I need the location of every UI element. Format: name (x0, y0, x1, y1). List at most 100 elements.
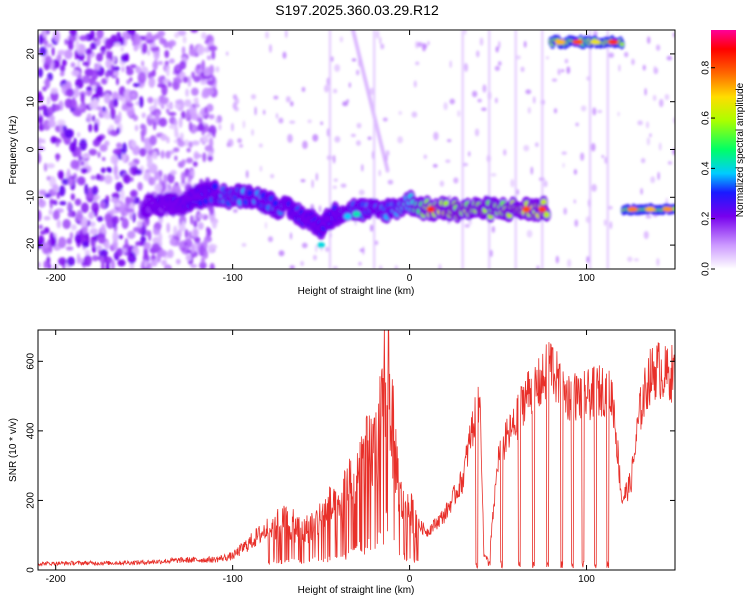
noise-blob (536, 265, 540, 269)
noise-blob (170, 170, 177, 176)
noise-blob (643, 230, 649, 240)
noise-blob (111, 208, 117, 214)
noise-blob (190, 263, 198, 269)
noise-blob (93, 234, 98, 243)
noise-blob (311, 179, 314, 189)
noise-blob (355, 140, 361, 146)
noise-blob (113, 164, 119, 177)
noise-blob (174, 131, 180, 139)
noise-blob (141, 112, 146, 119)
noise-blob (46, 163, 55, 169)
noise-blob (580, 152, 585, 161)
noise-blob (76, 253, 81, 265)
noise-blob (201, 59, 205, 72)
noise-blob (174, 103, 181, 109)
noise-blob (449, 98, 455, 105)
noise-blob (190, 170, 195, 177)
noise-blob (142, 124, 147, 136)
noise-blob (196, 44, 205, 56)
noise-blob (307, 119, 312, 124)
noise-blob (453, 177, 459, 184)
noise-blob (203, 74, 212, 80)
chart-title: S197.2025.360.03.29.R12 (275, 2, 439, 18)
noise-blob (96, 135, 103, 142)
noise-blob (113, 98, 119, 108)
noise-blob (218, 123, 222, 131)
noise-blob (633, 258, 639, 262)
noise-blob (318, 205, 322, 213)
noise-blob (574, 219, 579, 227)
noise-blob (47, 106, 54, 117)
noise-blob (273, 95, 279, 100)
noise-blob (477, 98, 482, 103)
noise-blob (251, 129, 254, 136)
noise-blob (525, 89, 532, 95)
noise-blob (156, 112, 160, 119)
noise-blob (47, 119, 56, 128)
noise-blob (52, 104, 61, 112)
noise-blob (471, 90, 478, 98)
noise-blob (118, 234, 124, 240)
noise-blob (164, 60, 169, 65)
noise-blob (378, 265, 383, 269)
noise-blob (199, 261, 207, 269)
noise-blob (193, 220, 198, 228)
noise-blob (141, 60, 145, 67)
snr-x-label: Height of straight line (km) (298, 585, 415, 596)
noise-blob (278, 250, 285, 257)
noise-blob (103, 113, 112, 120)
noise-blob (89, 221, 96, 228)
noise-blob (411, 111, 418, 118)
ridge-blob (211, 183, 218, 190)
noise-blob (464, 224, 470, 228)
noise-blob (91, 201, 100, 214)
noise-blob (350, 133, 356, 137)
noise-blob (438, 263, 442, 269)
noise-blob (160, 133, 168, 141)
noise-blob (192, 161, 198, 167)
noise-blob (197, 222, 204, 230)
noise-blob (88, 148, 97, 156)
noise-blob (105, 58, 112, 69)
noise-blob (48, 208, 53, 216)
noise-blob (38, 106, 43, 111)
noise-blob (320, 247, 323, 252)
noise-blob (52, 184, 59, 193)
upper-band-peak (608, 39, 619, 45)
noise-blob (356, 122, 362, 129)
noise-blob (497, 61, 502, 66)
noise-blob (139, 147, 147, 157)
noise-blob (44, 193, 52, 198)
noise-blob (356, 69, 360, 76)
noise-blob (140, 236, 147, 243)
noise-blob (104, 241, 110, 250)
noise-blob (498, 40, 501, 49)
noise-blob (464, 62, 467, 70)
heat-blur-group (38, 30, 675, 269)
noise-blob (188, 121, 193, 132)
hot-spot (317, 242, 326, 249)
noise-blob (121, 66, 125, 73)
noise-blob (181, 159, 186, 166)
noise-blob (209, 262, 215, 269)
noise-blob (150, 110, 158, 116)
noise-blob (68, 177, 74, 187)
noise-blob (80, 161, 85, 166)
noise-blob (141, 42, 148, 54)
noise-blob (38, 189, 47, 196)
noise-blob (185, 254, 192, 262)
noise-blob (573, 168, 578, 175)
noise-blob (101, 156, 106, 162)
noise-blob (215, 66, 220, 73)
noise-blob (208, 45, 218, 52)
noise-blob (43, 260, 48, 269)
noise-blob (110, 154, 119, 165)
noise-blob (76, 146, 82, 159)
noise-blob (153, 97, 158, 110)
spectrogram-x-label: Height of straight line (km) (298, 286, 415, 297)
noise-blob (657, 171, 660, 181)
noise-blob (667, 161, 673, 165)
noise-blob (275, 113, 279, 119)
